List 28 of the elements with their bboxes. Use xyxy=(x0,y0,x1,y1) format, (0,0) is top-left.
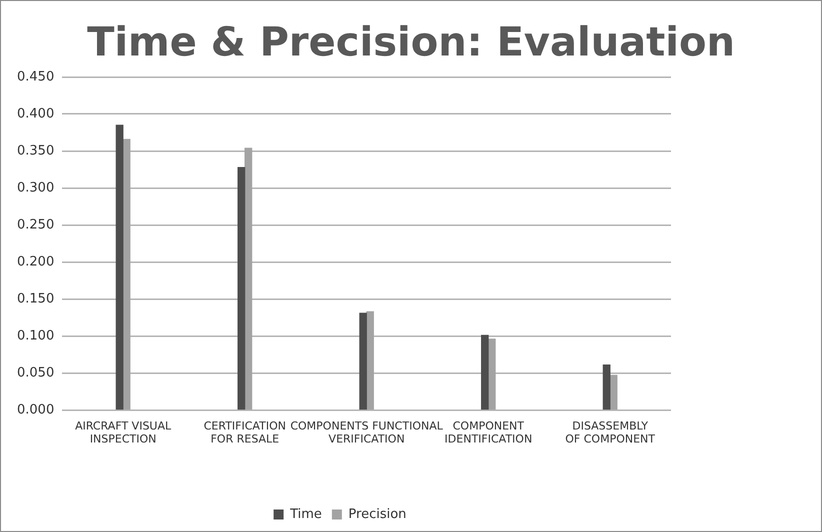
chart-title: Time & Precision: Evaluation xyxy=(87,19,735,66)
y-tick-label: 0.100 xyxy=(17,328,54,344)
bar xyxy=(359,312,367,410)
y-tick-label: 0.350 xyxy=(17,143,54,158)
y-tick-label: 0.250 xyxy=(17,217,54,232)
y-tick-label: 0.150 xyxy=(17,291,54,306)
x-tick-label: AIRCRAFT VISUAL INSPECTION xyxy=(75,419,172,446)
y-tick-label: 0.000 xyxy=(17,402,54,418)
bar xyxy=(610,374,618,410)
y-tick-label: 0.200 xyxy=(17,254,54,270)
bar xyxy=(122,138,130,410)
bar xyxy=(244,148,252,410)
bar xyxy=(602,364,610,410)
y-tick-label: 0.300 xyxy=(17,180,54,196)
bar xyxy=(116,124,124,410)
legend-label: Time xyxy=(289,506,322,522)
legend-label: Precision xyxy=(348,506,406,522)
x-tick-label: DISASSEMBLY OF COMPONENT xyxy=(565,419,656,446)
x-tick-label: COMPONENTS FUNCTIONAL VERIFICATION xyxy=(290,419,444,446)
bar xyxy=(366,311,374,410)
bar xyxy=(238,166,246,410)
y-tick-label: 0.450 xyxy=(17,69,54,84)
bar xyxy=(481,334,489,410)
x-tick-label: COMPONENT IDENTIFICATION xyxy=(444,419,532,446)
y-tick-label: 0.050 xyxy=(17,365,54,380)
bar xyxy=(488,338,496,410)
x-tick-label: CERTIFICATION FOR RESALE xyxy=(204,419,286,446)
y-tick-label: 0.400 xyxy=(17,106,54,122)
